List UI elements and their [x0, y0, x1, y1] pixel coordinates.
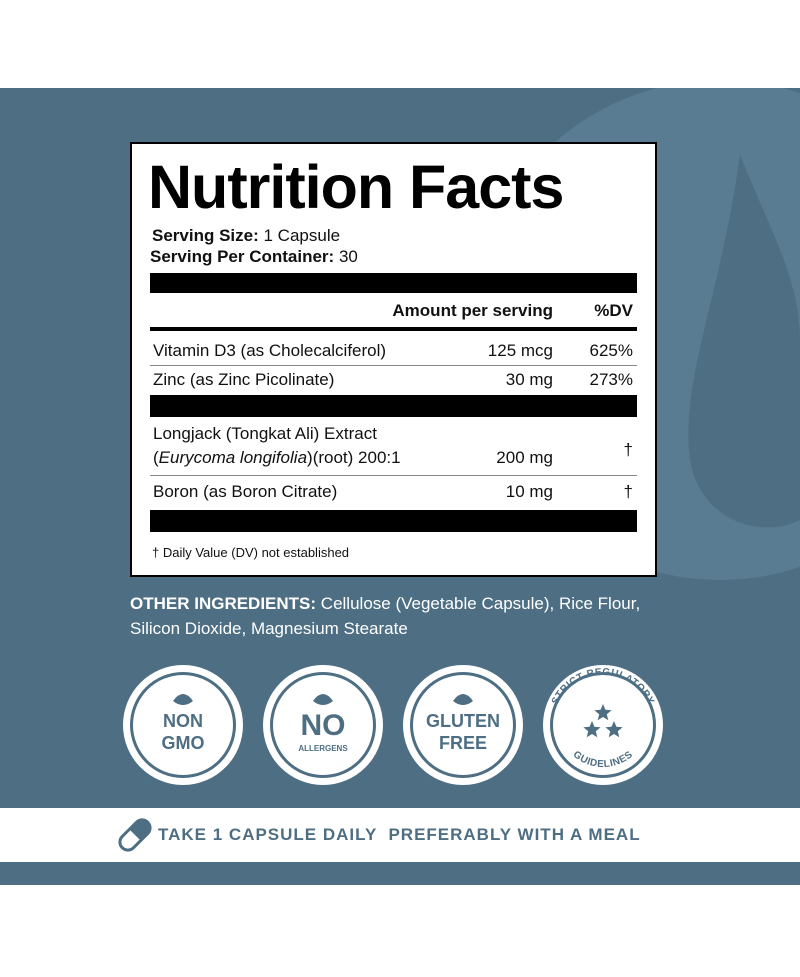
row-dv: 273%: [589, 370, 633, 389]
black-bar: [150, 510, 637, 532]
badge-line2: GMO: [162, 733, 205, 753]
row-amount: 200 mg: [496, 448, 553, 467]
servings-label: Serving Per Container:: [150, 247, 335, 266]
leaf-icon: [173, 694, 193, 705]
badge-disc: [553, 675, 653, 775]
row-dv: 625%: [589, 341, 633, 360]
row-dv: †: [623, 440, 633, 459]
black-bar: [150, 395, 637, 417]
row-name: Longjack (Tongkat Ali) Extract: [153, 424, 377, 443]
badge: NO ALLERGENS: [263, 665, 383, 785]
star-icon: [594, 704, 612, 721]
header-amount: Amount per serving: [392, 301, 553, 320]
row-name-line2: (Eurycoma longifolia)(root) 200:1: [153, 448, 401, 468]
thick-rule: [150, 327, 637, 331]
banner: TAKE 1 CAPSULE DAILY PREFERABLY WITH A M…: [158, 825, 641, 844]
star-icon: [605, 721, 623, 738]
leaf-icon: [453, 694, 473, 705]
star-icon: [583, 721, 601, 738]
badge-disc: [413, 675, 513, 775]
decor-drop: [688, 155, 800, 528]
row-name: Vitamin D3 (as Cholecalciferol): [153, 341, 387, 360]
footnote: † Daily Value (DV) not established: [152, 545, 350, 560]
row-rule: [150, 365, 637, 366]
nutrition-panel: [130, 142, 657, 577]
row-amount: 30 mg: [505, 370, 553, 389]
capsule-icon: [118, 818, 152, 852]
row-dv: †: [623, 482, 633, 501]
other-ingredients: OTHER INGREDIENTS: Cellulose (Vegetable …: [130, 591, 670, 641]
blue-stripe: [0, 862, 800, 885]
row-name: Zinc (as Zinc Picolinate): [153, 370, 335, 389]
row-rule: [150, 475, 637, 476]
row-amount: 125 mcg: [487, 341, 553, 360]
badge-disc: [273, 675, 373, 775]
badge-line1: NO: [301, 709, 346, 742]
panel-title: Nutrition Facts: [148, 153, 564, 221]
label: OTHER INGREDIENTS:: [130, 594, 317, 613]
serving-size-value: 1 Capsule: [263, 226, 341, 245]
species: Eurycoma longifolia: [158, 448, 308, 467]
badge-line1: GLUTEN: [426, 711, 500, 731]
row-amount: 10 mg: [505, 482, 553, 501]
leaf-icon: [313, 694, 333, 705]
servings-value: 30: [338, 247, 358, 266]
row-name: Boron (as Boron Citrate): [153, 482, 338, 501]
badge-disc: [133, 675, 233, 775]
black-bar: [150, 273, 637, 293]
header-dv: %DV: [594, 301, 633, 320]
text: )(root) 200:1: [307, 448, 401, 467]
serving-size-label: Serving Size:: [152, 226, 259, 245]
text: Cellulose (Vegetable Capsule), Rice Flou…: [130, 594, 641, 638]
text: (: [153, 448, 159, 467]
badge-line2: FREE: [439, 733, 487, 753]
badge-line2: ALLERGENS: [298, 744, 348, 753]
badge-line1: NON: [163, 711, 203, 731]
